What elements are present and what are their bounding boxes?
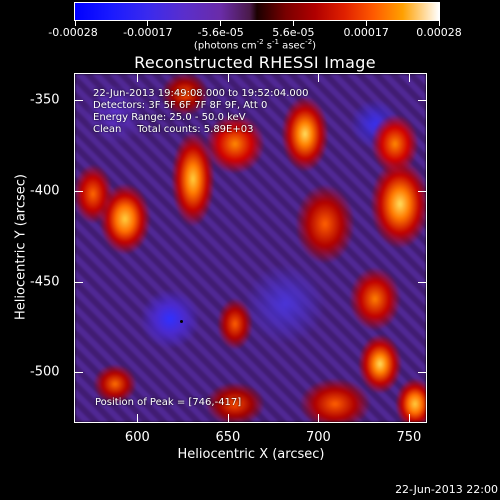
y-tick [75, 100, 83, 102]
peak-marker [180, 320, 183, 323]
algorithm-counts: Clean Total counts: 5.89E+03 [93, 124, 254, 135]
time-range: 22-Jun-2013 19:49:08.000 to 19:52:04.000 [93, 88, 309, 99]
image-plot[interactable]: 22-Jun-2013 19:49:08.000 to 19:52:04.000… [74, 73, 427, 423]
colorbar-tick-label: -0.00028 [48, 26, 98, 39]
x-tick [408, 414, 410, 422]
x-tick [318, 414, 320, 422]
plot-title: Reconstructed RHESSI Image [134, 53, 376, 72]
detectors-info: Detectors: 3F 5F 6F 7F 8F 9F, Att 0 [93, 100, 268, 111]
x-tick [318, 74, 320, 82]
y-tick [75, 190, 83, 192]
colorbar-tick [365, 21, 367, 26]
x-tick [137, 414, 139, 422]
colorbar-tick-label: -5.6e-05 [197, 26, 244, 39]
y-tick [418, 100, 426, 102]
x-axis-title: Heliocentric X (arcsec) [177, 447, 325, 462]
x-tick [408, 74, 410, 82]
x-tick-label: 600 [124, 430, 150, 445]
colorbar-tick [292, 21, 294, 26]
y-tick [418, 190, 426, 192]
colorbar-tick-label: -0.00017 [123, 26, 173, 39]
footer-date: 22-Jun-2013 22:00 [395, 483, 498, 496]
x-tick [227, 74, 229, 82]
y-tick-label: -500 [30, 364, 60, 380]
colorbar-tick-label: 0.00017 [343, 26, 389, 39]
colorbar-tick-label: 5.6e-05 [272, 26, 315, 39]
x-tick-label: 650 [215, 430, 241, 445]
y-tick [75, 372, 83, 374]
y-tick-label: -350 [30, 92, 60, 108]
colorbar-tick [147, 21, 149, 26]
y-tick [75, 281, 83, 283]
rhessi-image [75, 74, 426, 422]
colorbar [74, 2, 440, 21]
colorbar-tick-label: 0.00028 [416, 26, 462, 39]
y-tick [418, 372, 426, 374]
x-tick-label: 700 [305, 430, 331, 445]
y-axis-title: Heliocentric Y (arcsec) [13, 174, 29, 320]
colorbar-tick [220, 21, 222, 26]
y-tick [418, 281, 426, 283]
colorbar-tick [74, 21, 76, 26]
x-tick [227, 414, 229, 422]
x-tick [137, 74, 139, 82]
y-tick-label: -450 [30, 274, 60, 290]
energy-range: Energy Range: 25.0 - 50.0 keV [93, 112, 246, 123]
y-tick-label: -400 [30, 183, 60, 199]
colorbar-units: (photons cm-2 s-1 asec-2) [193, 38, 317, 52]
colorbar-tick [438, 21, 440, 26]
x-tick-label: 750 [396, 430, 422, 445]
peak-position: Position of Peak = [746,-417] [95, 397, 242, 408]
